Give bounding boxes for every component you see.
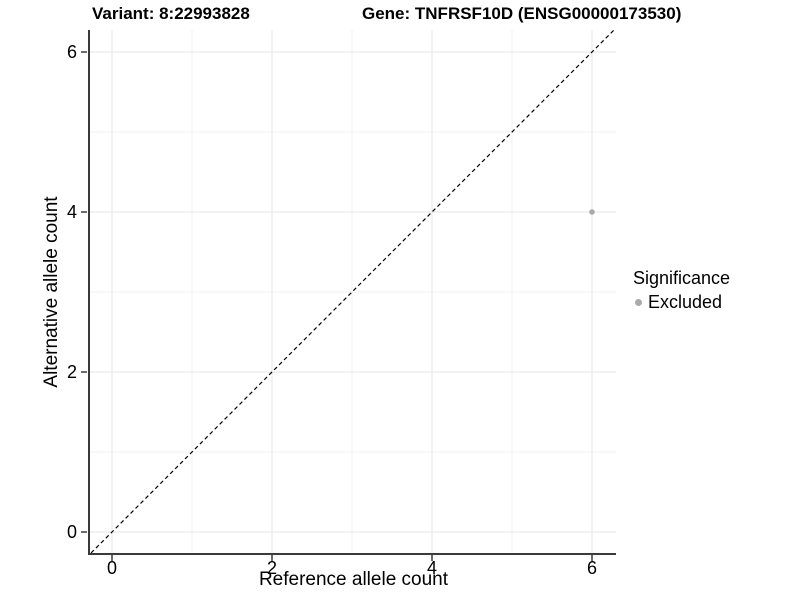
data-point: [589, 209, 595, 215]
legend-entry: Excluded: [630, 291, 730, 313]
plot-title-variant: Variant: 8:22993828: [92, 4, 250, 23]
identity-line: [90, 29, 615, 554]
y-tick-label: 0: [67, 522, 77, 542]
x-axis-title: Reference allele count: [258, 569, 449, 590]
plot-title-gene: Gene: TNFRSF10D (ENSG00000173530): [362, 4, 682, 23]
y-axis-title: Alternative allele count: [41, 196, 62, 388]
x-tick-label: 2: [267, 558, 277, 578]
x-tick-label: 6: [587, 558, 597, 578]
x-tick-label: 0: [107, 558, 117, 578]
y-tick-label: 6: [67, 42, 77, 62]
legend-title: Significance: [633, 268, 731, 288]
y-tick-label: 4: [67, 202, 77, 222]
legend: Significance Excluded: [630, 267, 730, 313]
x-tick-label: 4: [427, 558, 437, 578]
legend-entry-label: Excluded: [648, 292, 723, 312]
legend-key-dot: [635, 298, 642, 306]
y-tick-label: 2: [67, 362, 77, 382]
